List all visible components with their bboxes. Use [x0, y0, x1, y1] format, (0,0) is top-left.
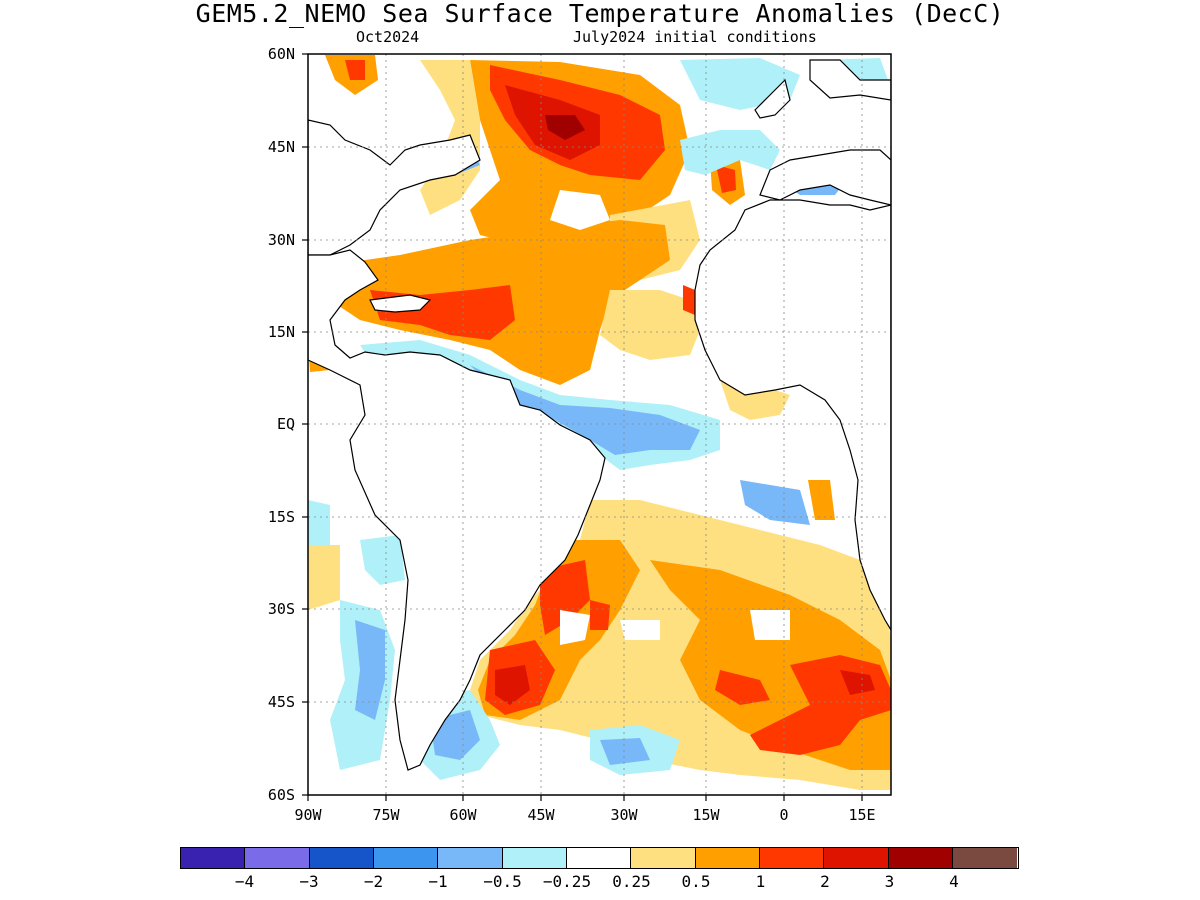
- colorbar-swatch: [181, 848, 246, 868]
- lon-label-0: 0: [779, 806, 789, 824]
- lat-label-15s: 15S: [267, 508, 295, 526]
- colorbar-tick-label: −1: [428, 872, 448, 891]
- lon-label-75w: 75W: [372, 806, 400, 824]
- colorbar-tick-label: 1: [755, 872, 766, 891]
- lat-label-eq: EQ: [276, 415, 295, 433]
- axis-ticks: [302, 53, 863, 801]
- lat-label-30n: 30N: [267, 231, 295, 249]
- colorbar-tick-label: 4: [949, 872, 959, 891]
- colorbar-tick-label: 0.5: [681, 872, 711, 891]
- colorbar-swatch: [953, 848, 1018, 868]
- colorbar-swatch: [374, 848, 439, 868]
- lon-label-45w: 45W: [527, 806, 555, 824]
- colorbar-tick-label: 0.25: [612, 872, 651, 891]
- colorbar-swatch: [502, 848, 568, 868]
- lat-label-45s: 45S: [267, 693, 295, 711]
- colorbar-tick-label: −0.5: [483, 872, 522, 891]
- lat-label-15n: 15N: [267, 323, 295, 341]
- colorbar-swatch: [631, 848, 696, 868]
- lon-label-90w: 90W: [294, 806, 322, 824]
- colorbar-swatch: [760, 848, 825, 868]
- north-america: [308, 119, 481, 256]
- colorbar-swatch: [309, 848, 375, 868]
- lon-label-30w: 30W: [610, 806, 638, 824]
- europe: [759, 149, 891, 206]
- initial-conditions-label: July2024 initial conditions: [573, 28, 817, 46]
- colorbar-tick-label: −4: [234, 872, 255, 891]
- lon-label-15e: 15E: [848, 806, 876, 824]
- caribbean-islands: [369, 294, 432, 313]
- lon-label-60w: 60W: [449, 806, 477, 824]
- colorbar-swatch: [438, 848, 503, 868]
- lat-label-45n: 45N: [267, 138, 295, 156]
- scandinavia: [809, 59, 891, 101]
- colorbar-swatch: [567, 848, 632, 868]
- colorbar-swatch: [695, 848, 761, 868]
- lat-label-60n: 60N: [267, 45, 295, 63]
- colorbar-tick-label: −3: [299, 872, 319, 891]
- map-title: GEM5.2_NEMO Sea Surface Temperature Anom…: [195, 0, 1005, 28]
- africa: [694, 199, 891, 632]
- colorbar-swatch: [824, 848, 889, 868]
- colorbar-tick-label: 2: [820, 872, 830, 891]
- land-masses: [308, 59, 891, 771]
- colorbar-swatch: [245, 848, 310, 868]
- lon-label-15w: 15W: [692, 806, 720, 824]
- lat-label-60s: 60S: [267, 786, 295, 804]
- british-isles: [754, 78, 791, 119]
- lat-label-30s: 30S: [267, 600, 295, 618]
- south-america: [308, 249, 606, 771]
- forecast-month: Oct2024: [356, 28, 420, 46]
- graticule: [308, 54, 891, 795]
- colorbar-swatch: [888, 848, 954, 868]
- colorbar-tick-label: −2: [363, 872, 384, 891]
- colorbar: [180, 847, 1019, 869]
- colorbar-tick-label: 3: [884, 872, 895, 891]
- colorbar-tick-label: −0.25: [542, 872, 592, 891]
